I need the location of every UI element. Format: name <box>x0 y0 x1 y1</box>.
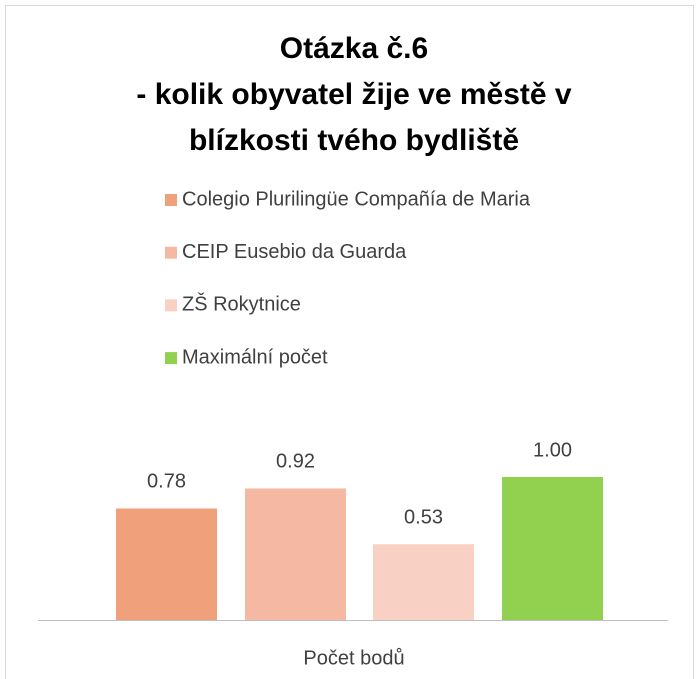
value-label: 0.53 <box>404 506 443 528</box>
bar <box>245 488 346 620</box>
chart-title: Otázka č.6 <box>280 32 428 65</box>
bar <box>373 544 474 620</box>
legend-label: Maximální počet <box>182 346 328 368</box>
legend-swatch <box>165 246 177 259</box>
legend-swatch <box>165 194 177 206</box>
bar <box>116 508 217 620</box>
bar <box>502 477 603 620</box>
legend-label: Colegio Plurilingüe Compañía de Maria <box>182 188 531 210</box>
legend-swatch <box>165 352 177 365</box>
legend-label: CEIP Eusebio da Guarda <box>182 241 407 263</box>
value-label: 1.00 <box>533 439 572 461</box>
value-label: 0.92 <box>276 451 315 473</box>
legend-label: ZŠ Rokytnice <box>182 293 301 316</box>
value-label: 0.78 <box>147 471 186 493</box>
legend-swatch <box>165 299 177 312</box>
chart-title: - kolik obyvatel žije ve městě v <box>136 78 572 111</box>
chart-title: blízkosti tvého bydliště <box>189 124 519 157</box>
x-tick-label: Počet bodů <box>303 647 404 669</box>
